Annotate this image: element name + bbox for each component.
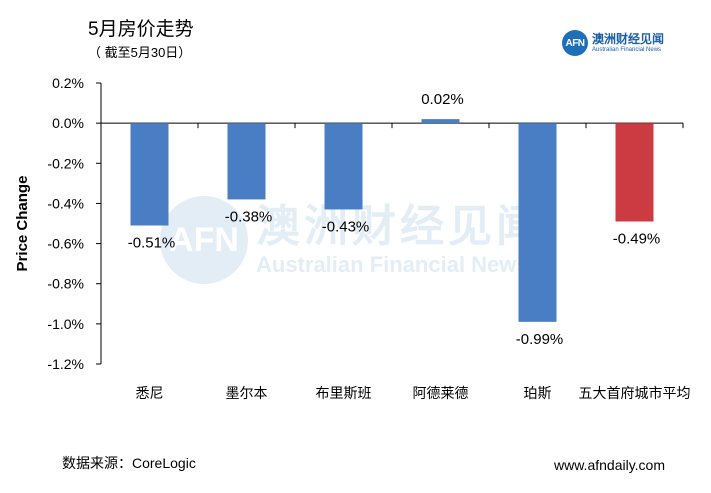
y-tick-label: 0.2% [52, 75, 84, 91]
y-tick-label: -1.0% [47, 316, 84, 332]
data-label: 0.02% [421, 91, 464, 108]
y-tick-label: -1.2% [47, 356, 84, 372]
afn-logo: AFN 澳洲财经见闻 Australian Financial News [562, 30, 664, 56]
bar [421, 119, 460, 124]
data-label: -0.99% [516, 331, 564, 348]
bar [615, 123, 654, 222]
y-tick-label: 0.0% [52, 115, 84, 131]
data-label: -0.49% [613, 230, 661, 247]
website-link[interactable]: www.afndaily.com [554, 457, 666, 473]
data-label: -0.38% [225, 208, 273, 225]
logo-badge: AFN [562, 30, 588, 56]
data-label: -0.51% [128, 235, 176, 252]
y-tick-label: -0.2% [47, 155, 84, 171]
category-label: 五大首府城市平均 [579, 385, 691, 401]
bar [324, 123, 363, 210]
bar [227, 123, 266, 200]
bar [130, 123, 169, 226]
y-axis-label: Price Change [14, 176, 31, 272]
logo-name-cn: 澳洲财经见闻 [592, 31, 665, 46]
data-source: 数据来源：CoreLogic [62, 455, 196, 471]
category-label: 阿德莱德 [413, 385, 469, 401]
category-label: 悉尼 [136, 385, 164, 401]
y-tick-label: -0.4% [47, 195, 84, 211]
data-label: -0.43% [322, 218, 370, 235]
y-tick-label: -0.8% [47, 276, 84, 292]
chart-subtitle: （ 截至5月30日） [88, 45, 192, 60]
category-label: 布里斯班 [316, 385, 372, 401]
chart-title: 5月房价走势 [88, 19, 194, 40]
category-label: 墨尔本 [226, 385, 268, 401]
logo-name-en: Australian Financial News [592, 46, 662, 53]
y-tick-label: -0.6% [47, 236, 84, 252]
bar [518, 123, 557, 322]
category-label: 珀斯 [524, 385, 552, 401]
